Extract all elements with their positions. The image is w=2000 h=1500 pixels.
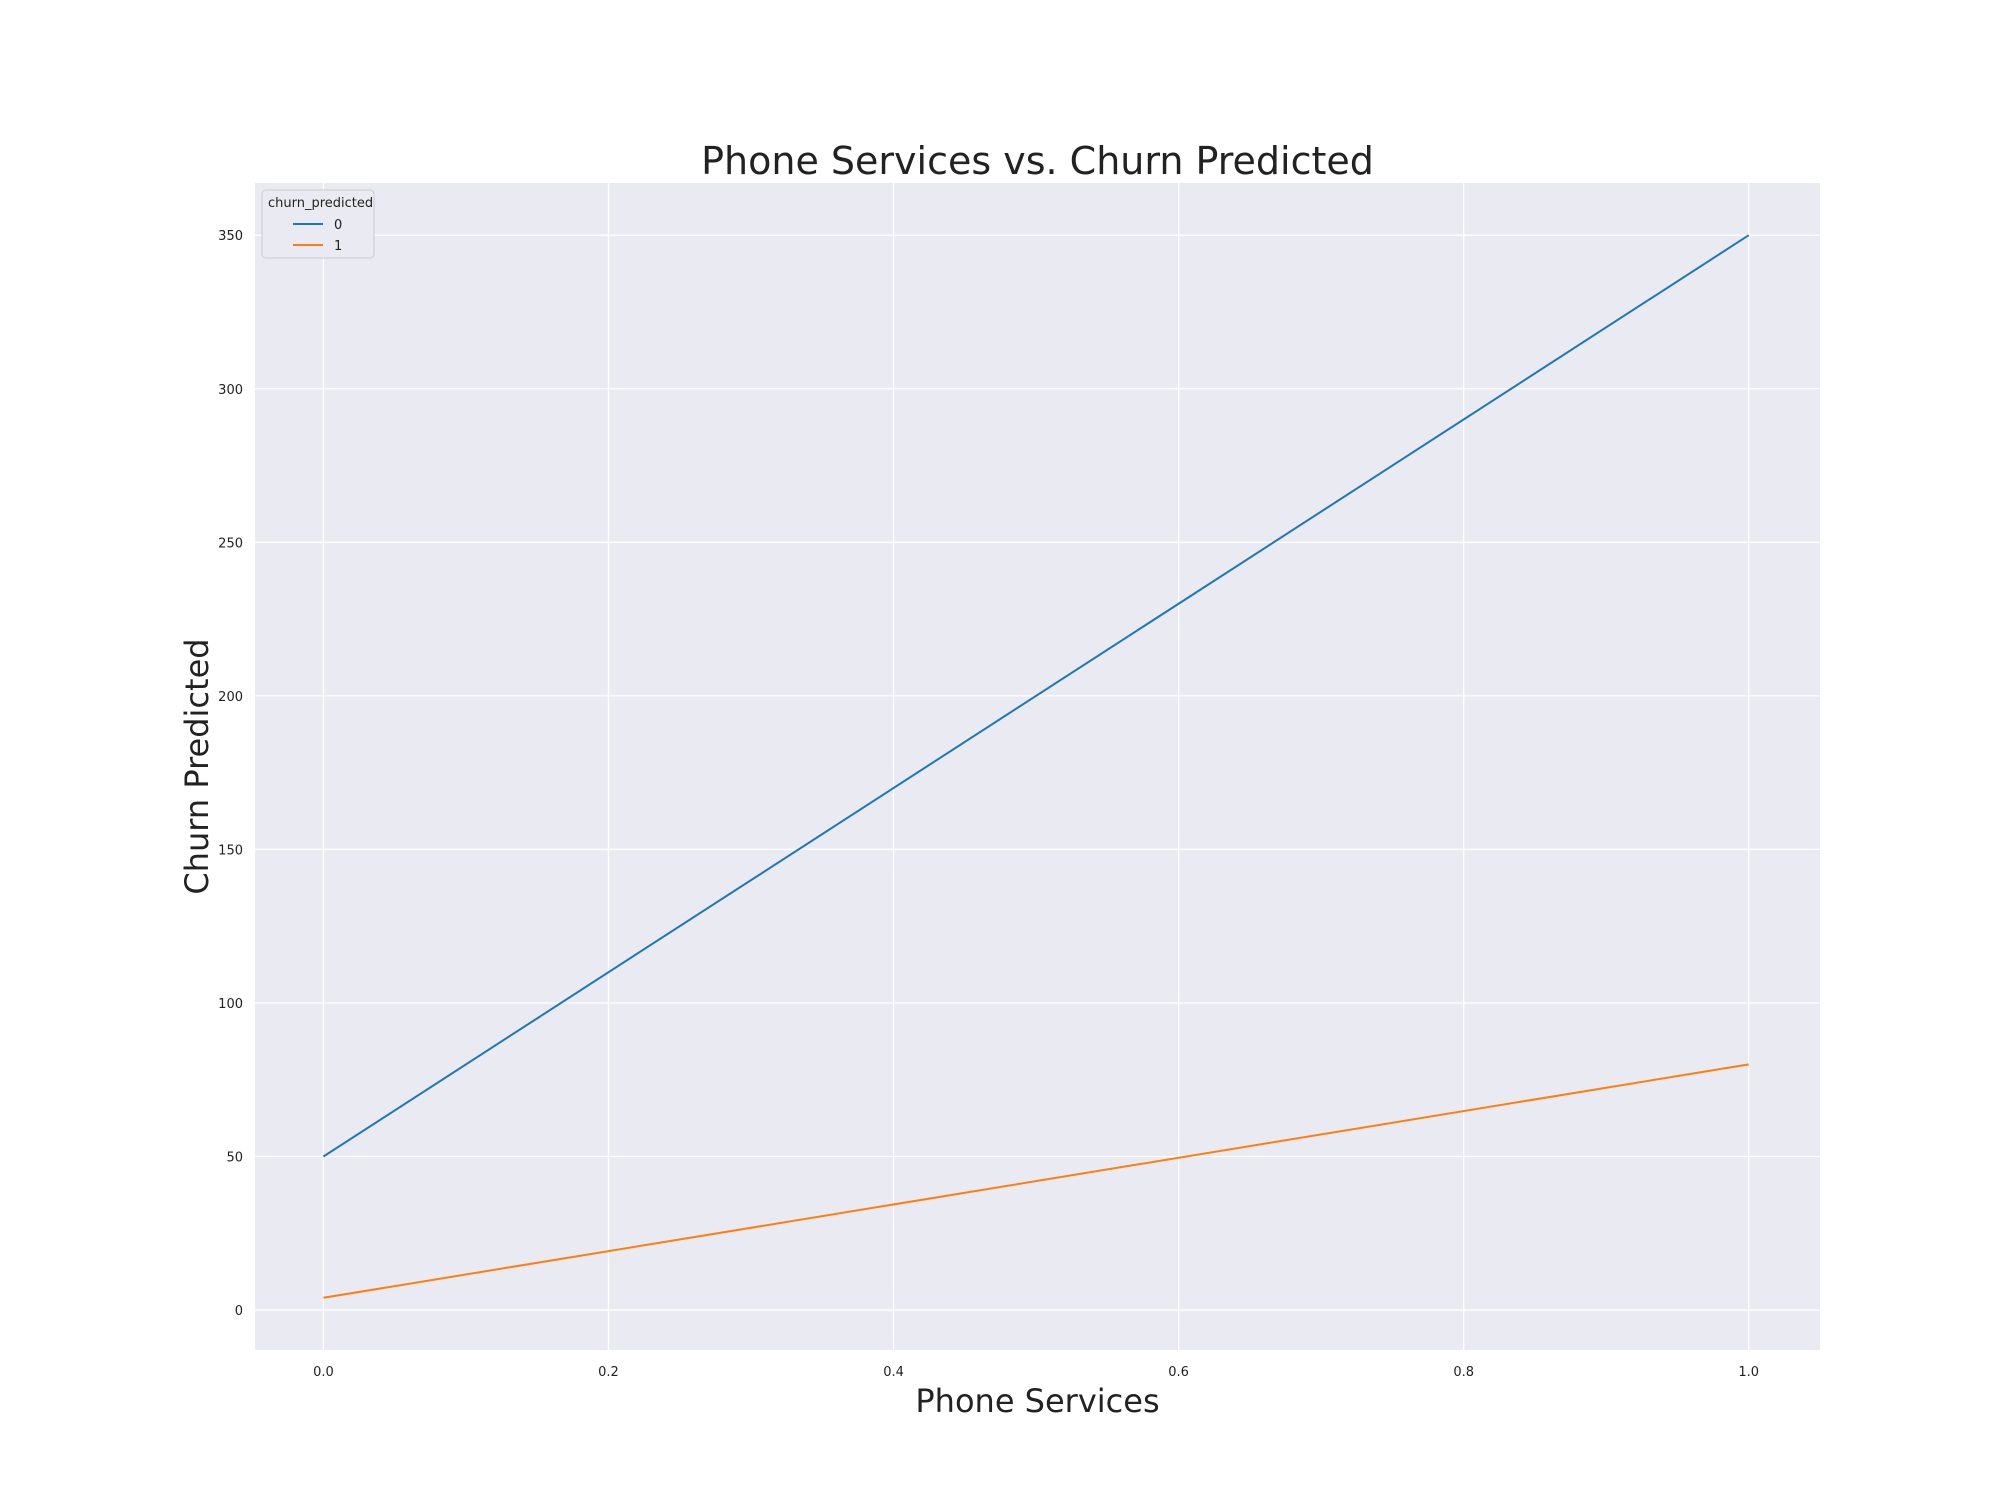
y-tick-label: 0 (235, 1304, 243, 1319)
y-tick-label: 300 (218, 383, 243, 398)
chart-title: Phone Services vs. Churn Predicted (701, 139, 1374, 183)
x-tick-label: 0.2 (598, 1365, 619, 1380)
x-tick-label: 0.0 (313, 1365, 334, 1380)
y-tick-label: 50 (226, 1151, 243, 1166)
tick-labels: 0.0 0.2 0.4 0.6 0.8 1.0 0 50 100 150 200 250 300 350 (218, 229, 1759, 1380)
y-axis-title: Churn Predicted (178, 638, 216, 894)
series-line-0 (322, 234, 1750, 1158)
series-layer (322, 234, 1750, 1299)
grid (255, 183, 1820, 1350)
legend-label-0: 0 (334, 218, 342, 233)
x-tick-label: 1.0 (1738, 1365, 1759, 1380)
y-tick-label: 200 (218, 690, 243, 705)
legend-label-1: 1 (334, 239, 342, 254)
legend-title: churn_predicted (268, 196, 373, 211)
x-tick-label: 0.4 (883, 1365, 904, 1380)
legend: churn_predicted 0 1 (261, 189, 375, 259)
y-tick-label: 100 (218, 997, 243, 1012)
series-line-1 (323, 1063, 1749, 1299)
y-tick-label: 350 (218, 229, 243, 244)
plot-area (255, 183, 1820, 1350)
x-tick-label: 0.6 (1168, 1365, 1189, 1380)
y-tick-label: 150 (218, 843, 243, 858)
y-tick-label: 250 (218, 536, 243, 551)
x-tick-label: 0.8 (1453, 1365, 1474, 1380)
x-axis-title: Phone Services (915, 1382, 1159, 1420)
